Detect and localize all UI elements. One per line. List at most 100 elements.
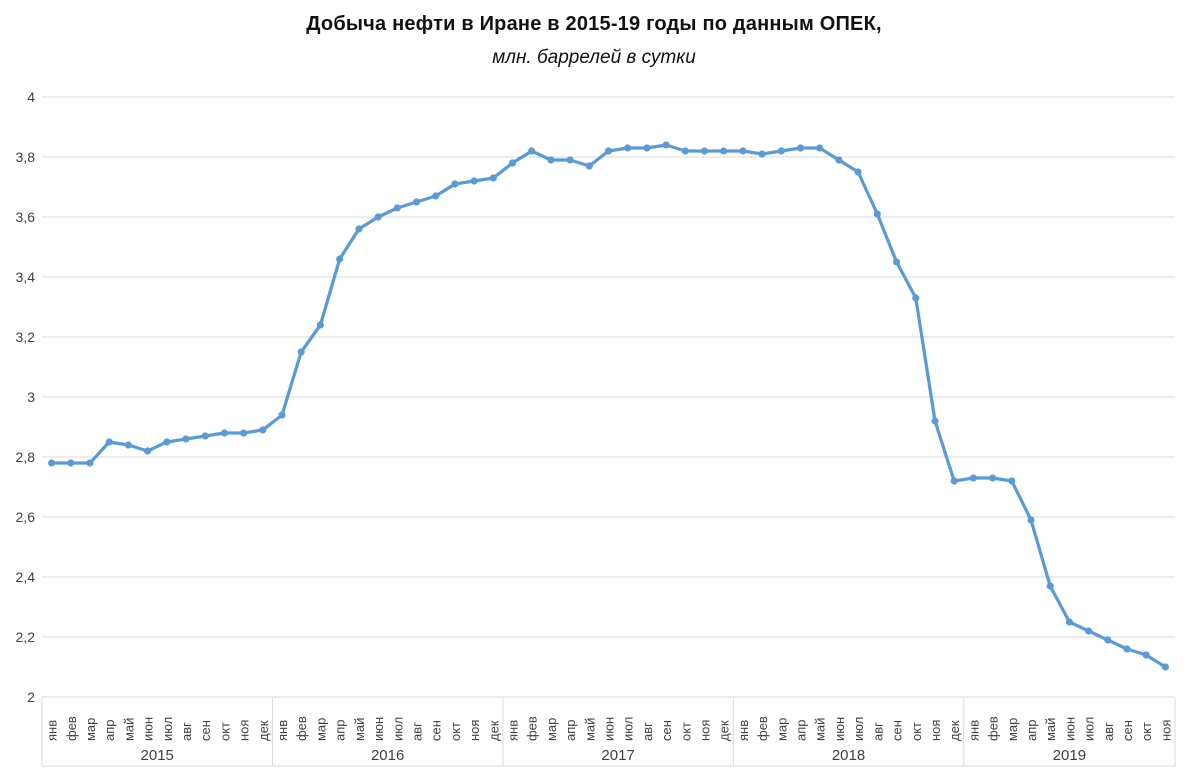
data-point-marker xyxy=(278,411,286,419)
data-point-marker xyxy=(1085,627,1093,635)
data-point-marker xyxy=(163,438,171,446)
month-tick-label: сен xyxy=(659,720,674,741)
month-tick-label: май xyxy=(813,718,828,741)
month-tick-label: июн xyxy=(832,717,847,741)
month-tick-label: авг xyxy=(870,722,885,741)
y-tick-label: 3,4 xyxy=(16,269,36,285)
data-point-marker xyxy=(451,180,459,188)
data-point-marker xyxy=(835,156,843,164)
y-tick-label: 2,8 xyxy=(16,449,36,465)
data-point-marker xyxy=(912,294,920,302)
month-tick-label: дек xyxy=(947,720,962,741)
month-tick-label: май xyxy=(352,718,367,741)
chart-title: Добыча нефти в Иране в 2015-19 годы по д… xyxy=(306,13,882,35)
data-point-marker xyxy=(931,417,939,425)
month-tick-label: авг xyxy=(640,722,655,741)
y-tick-label: 3 xyxy=(27,389,35,405)
month-tick-label: авг xyxy=(409,722,424,741)
month-tick-label: сен xyxy=(890,720,905,741)
data-point-marker xyxy=(681,147,689,155)
month-tick-label: янв xyxy=(966,720,981,741)
data-point-marker xyxy=(432,192,440,200)
month-tick-label: май xyxy=(121,718,136,741)
data-point-marker xyxy=(355,225,363,233)
month-tick-label: янв xyxy=(45,720,60,741)
data-point-marker xyxy=(662,141,670,149)
data-point-marker xyxy=(1008,477,1016,485)
month-tick-label: мар xyxy=(1005,718,1020,741)
data-point-marker xyxy=(989,474,997,482)
data-point-marker xyxy=(969,474,978,482)
year-label: 2015 xyxy=(141,747,174,764)
data-point-marker xyxy=(1027,516,1035,524)
data-point-marker xyxy=(1142,651,1150,659)
data-point-marker xyxy=(585,162,593,170)
y-tick-label: 4 xyxy=(27,89,35,105)
month-tick-label: ноя xyxy=(698,720,713,741)
data-point-marker xyxy=(144,447,152,455)
month-tick-label: июл xyxy=(1082,717,1097,741)
data-point-marker xyxy=(1123,645,1131,653)
data-point-marker xyxy=(893,258,901,266)
month-tick-label: дек xyxy=(717,720,732,741)
data-point-marker xyxy=(816,144,824,152)
month-tick-label: фев xyxy=(755,716,770,741)
month-tick-label: апр xyxy=(333,720,348,742)
data-point-marker xyxy=(201,432,209,440)
data-point-marker xyxy=(720,147,728,155)
year-label: 2016 xyxy=(371,747,404,764)
data-point-marker xyxy=(950,477,958,485)
data-point-marker xyxy=(508,159,517,167)
month-tick-label: фев xyxy=(294,716,309,741)
data-point-marker xyxy=(67,459,75,467)
y-tick-label: 3,8 xyxy=(16,149,36,165)
month-tick-label: ноя xyxy=(237,720,252,741)
month-tick-label: май xyxy=(1043,718,1058,741)
data-point-marker xyxy=(48,459,56,467)
data-point-marker xyxy=(374,213,382,221)
data-point-marker xyxy=(240,429,248,437)
data-point-marker xyxy=(393,204,401,212)
y-tick-label: 2,6 xyxy=(16,509,36,525)
month-tick-label: июл xyxy=(851,717,866,741)
data-point-marker xyxy=(470,177,478,185)
month-tick-label: фев xyxy=(986,716,1001,741)
data-point-marker xyxy=(1104,636,1112,644)
month-tick-label: янв xyxy=(505,720,520,741)
month-tick-label: мар xyxy=(544,718,559,741)
data-point-marker xyxy=(412,198,421,206)
data-point-marker xyxy=(643,144,651,152)
data-point-marker xyxy=(873,210,881,218)
month-tick-label: сен xyxy=(429,720,444,741)
data-point-marker xyxy=(624,144,632,152)
month-tick-label: авг xyxy=(1101,722,1116,741)
month-tick-label: апр xyxy=(102,720,117,742)
month-tick-label: авг xyxy=(179,722,194,741)
y-tick-label: 2,2 xyxy=(16,629,36,645)
data-point-marker xyxy=(528,147,536,155)
month-tick-label: фев xyxy=(64,716,79,741)
month-tick-label: янв xyxy=(275,720,290,741)
y-tick-label: 3,2 xyxy=(16,329,36,345)
month-tick-label: окт xyxy=(448,722,463,741)
data-point-marker xyxy=(297,348,305,356)
data-point-marker xyxy=(336,255,344,263)
month-tick-label: июн xyxy=(371,717,386,741)
data-point-marker xyxy=(1065,618,1073,626)
month-tick-label: окт xyxy=(909,722,924,741)
data-point-marker xyxy=(316,321,324,329)
month-tick-label: мар xyxy=(774,718,789,741)
data-point-marker xyxy=(700,147,709,155)
data-point-marker xyxy=(1161,663,1169,671)
y-tick-label: 3,6 xyxy=(16,209,36,225)
data-point-marker xyxy=(182,435,190,443)
data-point-marker xyxy=(777,147,785,155)
data-point-marker xyxy=(220,429,228,437)
y-tick-label: 2,4 xyxy=(16,569,36,585)
data-point-marker xyxy=(604,147,613,155)
month-tick-label: апр xyxy=(563,720,578,742)
month-tick-label: май xyxy=(582,718,597,741)
month-tick-label: окт xyxy=(678,722,693,741)
